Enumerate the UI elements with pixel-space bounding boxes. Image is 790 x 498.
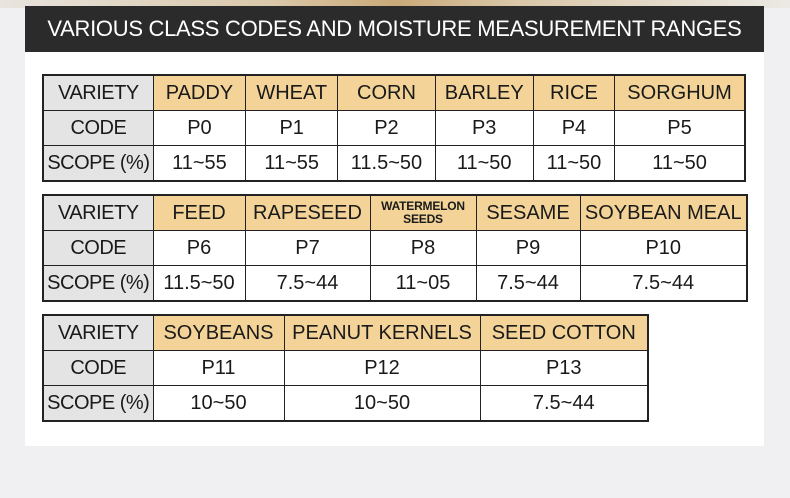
scope-cell: 11~50	[532, 145, 616, 182]
scope-cell: 10~50	[152, 385, 285, 422]
variety-label: VARIETY	[42, 314, 154, 351]
scope-cell: 11~55	[245, 145, 339, 182]
variety-cell: SOYBEAN MEAL	[579, 194, 748, 231]
variety-row: VARIETY FEED RAPESEED WATERMELON SEEDS S…	[42, 194, 748, 231]
code-cell: P7	[244, 230, 371, 266]
scope-label: SCOPE (%)	[42, 145, 154, 182]
scope-cell: 7.5~44	[475, 265, 581, 302]
code-cell: P4	[532, 110, 616, 146]
variety-cell: SORGHUM	[614, 74, 746, 111]
code-cell: P5	[614, 110, 746, 146]
variety-cell: SOYBEANS	[152, 314, 285, 351]
scope-cell: 7.5~44	[579, 265, 748, 302]
watermelon-line-1: WATERMELON	[381, 199, 465, 213]
variety-cell: RAPESEED	[244, 194, 371, 231]
top-image-strip	[0, 0, 790, 8]
code-cell: P6	[152, 230, 246, 266]
code-cell: P12	[283, 350, 481, 386]
class-code-table-1: VARIETY PADDY WHEAT CORN BARLEY RICE SOR…	[42, 74, 746, 182]
scope-cell: 7.5~44	[244, 265, 371, 302]
variety-cell: PADDY	[152, 74, 247, 111]
code-cell: P0	[152, 110, 247, 146]
scope-cell: 11~50	[614, 145, 746, 182]
code-row: CODE P11 P12 P13	[42, 350, 649, 386]
scope-cell: 11~50	[434, 145, 534, 182]
variety-cell: SESAME	[475, 194, 581, 231]
scope-cell: 11~05	[369, 265, 477, 302]
variety-cell: BARLEY	[434, 74, 534, 111]
scope-label: SCOPE (%)	[42, 385, 154, 422]
scope-row: SCOPE (%) 10~50 10~50 7.5~44	[42, 385, 649, 422]
watermelon-line-2: SEEDS	[403, 212, 443, 226]
code-row: CODE P0 P1 P2 P3 P4 P5	[42, 110, 746, 146]
variety-cell: RICE	[532, 74, 616, 111]
code-cell: P1	[245, 110, 339, 146]
variety-cell: CORN	[337, 74, 436, 111]
variety-cell: FEED	[152, 194, 246, 231]
scope-cell: 11.5~50	[152, 265, 246, 302]
scope-cell: 10~50	[283, 385, 481, 422]
code-cell: P9	[475, 230, 581, 266]
scope-cell: 11.5~50	[337, 145, 436, 182]
variety-row: VARIETY SOYBEANS PEANUT KERNELS SEED COT…	[42, 314, 649, 351]
code-row: CODE P6 P7 P8 P9 P10	[42, 230, 748, 266]
code-label: CODE	[42, 350, 154, 386]
scope-row: SCOPE (%) 11~55 11~55 11.5~50 11~50 11~5…	[42, 145, 746, 182]
variety-label: VARIETY	[42, 194, 154, 231]
code-cell: P11	[152, 350, 285, 386]
variety-cell: WHEAT	[245, 74, 339, 111]
code-cell: P13	[479, 350, 649, 386]
code-cell: P8	[369, 230, 477, 266]
scope-cell: 11~55	[152, 145, 247, 182]
variety-row: VARIETY PADDY WHEAT CORN BARLEY RICE SOR…	[42, 74, 746, 111]
variety-cell: PEANUT KERNELS	[283, 314, 481, 351]
scope-row: SCOPE (%) 11.5~50 7.5~44 11~05 7.5~44 7.…	[42, 265, 748, 302]
class-code-table-3: VARIETY SOYBEANS PEANUT KERNELS SEED COT…	[42, 314, 649, 422]
code-label: CODE	[42, 110, 154, 146]
variety-cell-watermelon-seeds: WATERMELON SEEDS	[369, 194, 477, 231]
banner-title: VARIOUS CLASS CODES AND MOISTURE MEASURE…	[25, 6, 764, 52]
class-code-table-2: VARIETY FEED RAPESEED WATERMELON SEEDS S…	[42, 194, 748, 302]
code-cell: P3	[434, 110, 534, 146]
scope-cell: 7.5~44	[479, 385, 649, 422]
code-cell: P2	[337, 110, 436, 146]
variety-cell: SEED COTTON	[479, 314, 649, 351]
code-label: CODE	[42, 230, 154, 266]
code-cell: P10	[579, 230, 748, 266]
variety-label: VARIETY	[42, 74, 154, 111]
content-card: VARIOUS CLASS CODES AND MOISTURE MEASURE…	[25, 6, 764, 446]
scope-label: SCOPE (%)	[42, 265, 154, 302]
